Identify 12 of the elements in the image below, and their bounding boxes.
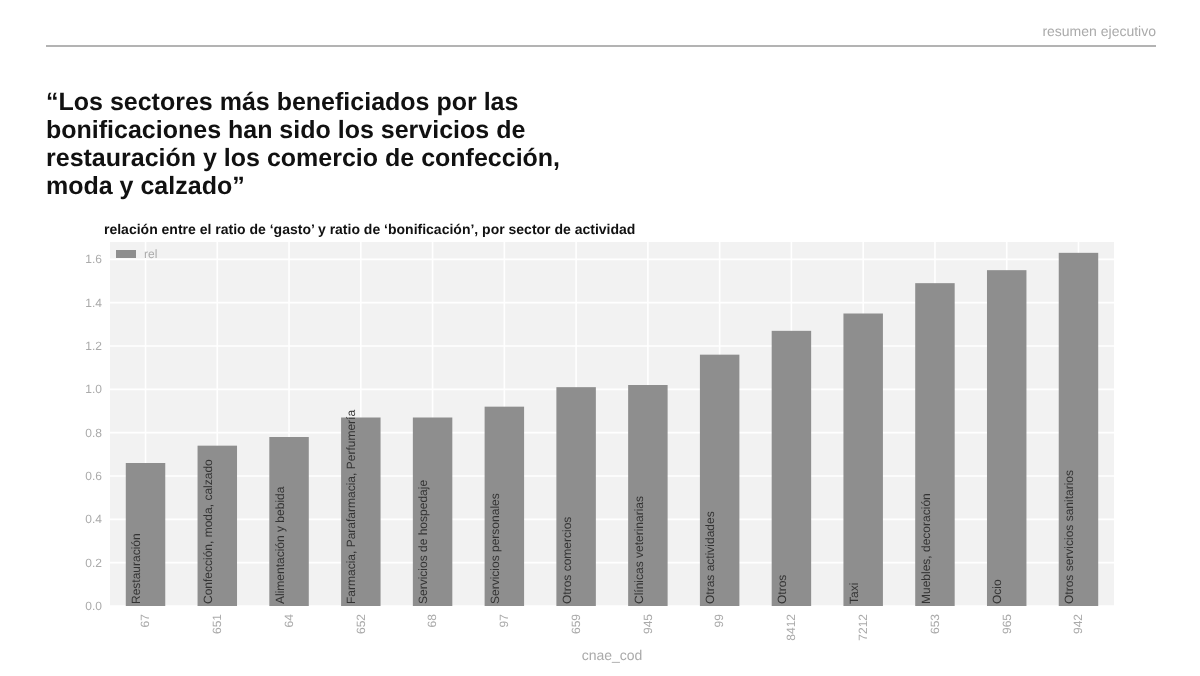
- bar: [1058, 252, 1099, 606]
- bar: [771, 330, 812, 606]
- bar: [699, 354, 740, 606]
- bar: [986, 270, 1027, 606]
- bar: [915, 283, 955, 606]
- bar: [556, 387, 596, 606]
- bar: [628, 385, 668, 606]
- bar: [843, 313, 883, 606]
- bar: [125, 463, 166, 606]
- bar: [484, 406, 525, 606]
- chart-title: “Los sectores más beneficiados por las bonificaciones han sido los servicios de restauración y los comercio de confección, moda y calzado”: [46, 88, 561, 200]
- bar: [269, 437, 309, 606]
